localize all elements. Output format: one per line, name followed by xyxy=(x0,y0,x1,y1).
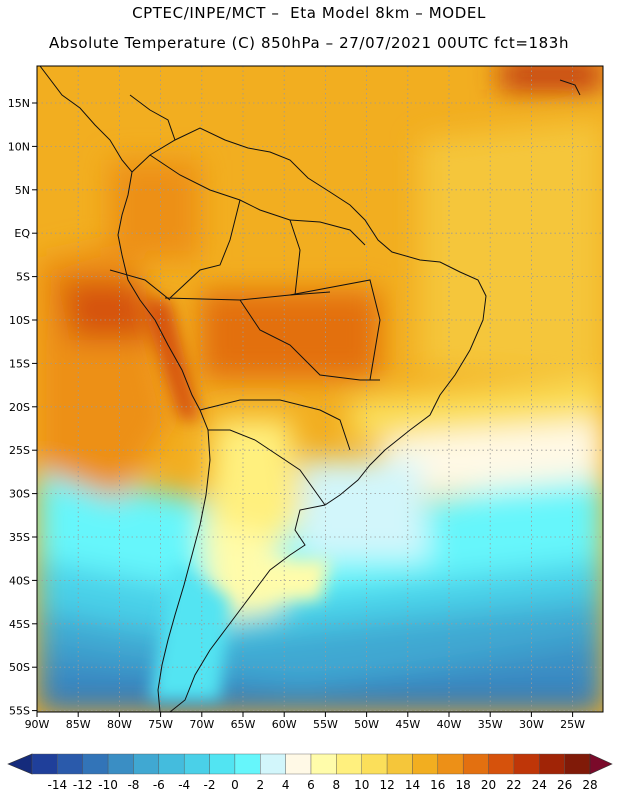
lat-label: EQ xyxy=(14,227,30,240)
lon-label: 25W xyxy=(560,718,585,731)
colorbar: -14 -12 -10 -8 -6 -4 -2 0 2 4 6 8 10 12 14 16 18 20 22 24 26… xyxy=(7,753,613,792)
lat-label: 20S xyxy=(9,401,30,414)
colorbar-label: -8 xyxy=(127,778,139,792)
lat-label: 10N xyxy=(8,140,30,153)
lon-label: 70W xyxy=(189,718,214,731)
colorbar-under-arrow xyxy=(7,753,33,775)
colorbar-swatch xyxy=(158,753,185,775)
coastlines-and-borders xyxy=(39,66,581,712)
lat-label: 5N xyxy=(15,184,30,197)
colorbar-label: -4 xyxy=(178,778,190,792)
lat-label: 5S xyxy=(16,271,30,284)
lat-label: 10S xyxy=(9,314,30,327)
colorbar-label: 28 xyxy=(582,778,597,792)
map-frame xyxy=(36,65,604,713)
lat-label: 35S xyxy=(9,531,30,544)
colorbar-label: -10 xyxy=(98,778,118,792)
colorbar-label: 10 xyxy=(354,778,369,792)
lat-label: 25S xyxy=(9,444,30,457)
colorbar-over-arrow xyxy=(589,753,613,775)
colorbar-label: -6 xyxy=(153,778,165,792)
latitude-labels: 15N 10N 5N EQ 5S 10S 15S 20S 25S 30S 35S 40S 45S 50S 5… xyxy=(8,97,37,718)
lon-label: 40W xyxy=(437,718,462,731)
temperature-field xyxy=(37,66,603,712)
lat-label: 45S xyxy=(9,618,30,631)
colorbar-swatch xyxy=(564,753,591,775)
colorbar-swatch xyxy=(57,753,83,775)
lon-label: 65W xyxy=(231,718,256,731)
colorbar-swatch xyxy=(31,753,58,775)
lon-label: 45W xyxy=(395,718,420,731)
longitude-labels: 90W 85W 80W 75W 70W 65W 60W 55W 50W 45W 40W 35W 30W 2… xyxy=(25,712,585,731)
lon-label: 75W xyxy=(148,718,173,731)
lon-label: 50W xyxy=(354,718,379,731)
colorbar-swatch xyxy=(234,753,261,775)
lat-label: 30S xyxy=(9,488,30,501)
lat-label: 50S xyxy=(9,661,30,674)
colorbar-swatch xyxy=(209,753,236,775)
lon-label: 35W xyxy=(478,718,503,731)
colorbar-swatch xyxy=(539,753,565,775)
colorbar-label: 20 xyxy=(481,778,496,792)
colorbar-swatch xyxy=(412,753,439,775)
lon-label: 90W xyxy=(25,718,50,731)
colorbar-label: 26 xyxy=(557,778,572,792)
colorbar-label: 2 xyxy=(256,778,264,792)
lat-label: 40S xyxy=(9,574,30,587)
colorbar-label: 16 xyxy=(430,778,445,792)
colorbar-swatch xyxy=(513,753,540,775)
chart-title-line1: CPTEC/INPE/MCT – Eta Model 8km – MODEL xyxy=(132,4,486,22)
lon-label: 85W xyxy=(66,718,91,731)
colorbar-label: 22 xyxy=(506,778,521,792)
colorbar-label: 4 xyxy=(282,778,290,792)
lon-label: 30W xyxy=(519,718,544,731)
lat-label: 15N xyxy=(8,97,30,110)
colorbar-label: 14 xyxy=(405,778,420,792)
lat-label: 15S xyxy=(9,357,30,370)
lon-label: 80W xyxy=(107,718,132,731)
colorbar-swatch xyxy=(488,753,515,775)
colorbar-swatch xyxy=(107,753,134,775)
colorbar-swatch xyxy=(82,753,109,775)
colorbar-swatch xyxy=(183,753,210,775)
colorbar-swatch xyxy=(133,753,160,775)
colorbar-label: 6 xyxy=(307,778,315,792)
colorbar-swatch xyxy=(361,753,388,775)
colorbar-label: 24 xyxy=(532,778,547,792)
colorbar-label: 12 xyxy=(379,778,394,792)
colorbar-label: 8 xyxy=(333,778,341,792)
colorbar-swatch xyxy=(260,753,286,775)
colorbar-label: 18 xyxy=(456,778,471,792)
colorbar-swatch xyxy=(386,753,413,775)
chart-title-line2: Absolute Temperature (C) 850hPa – 27/07/… xyxy=(48,34,570,52)
colorbar-swatch xyxy=(310,753,337,775)
colorbar-label: 0 xyxy=(231,778,239,792)
colorbar-swatch xyxy=(437,753,464,775)
lat-label: 55S xyxy=(9,705,30,718)
colorbar-swatch xyxy=(285,753,312,775)
colorbar-swatch xyxy=(462,753,489,775)
colorbar-swatch xyxy=(336,753,362,775)
colorbar-label: -12 xyxy=(73,778,93,792)
colorbar-label: -2 xyxy=(204,778,216,792)
lon-label: 60W xyxy=(272,718,297,731)
lon-label: 55W xyxy=(313,718,338,731)
colorbar-label: -14 xyxy=(48,778,68,792)
